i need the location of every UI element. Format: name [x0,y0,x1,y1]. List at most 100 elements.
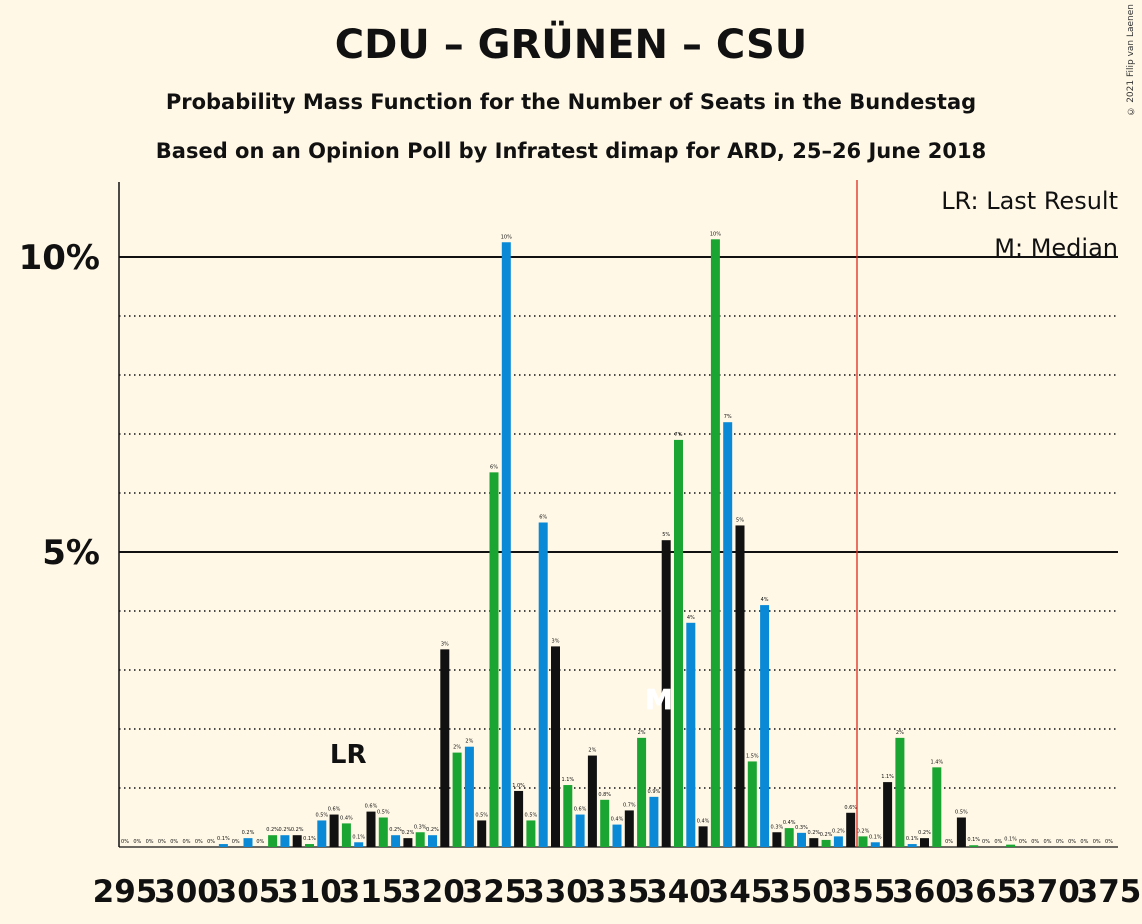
chart-source-subtitle: Based on an Opinion Poll by Infratest di… [155,139,987,163]
bar-label: 0% [1068,839,1076,845]
y-tick-label: 5% [42,533,100,573]
bar-label: 10% [710,231,721,237]
bar-seat-336 [624,810,634,847]
bar-seat-330 [551,646,560,847]
bar-label: 1.1% [561,777,574,783]
bar-label: 2% [588,748,596,754]
bar-seat-319 [415,832,425,847]
bar-label: 2% [453,745,461,751]
bar-label: 0% [207,839,215,845]
bar-seat-341 [686,622,696,847]
bar-seat-367 [1006,844,1016,847]
bar-seat-317 [391,835,401,847]
bar-seat-361 [932,767,942,847]
x-tick-label: 300 [154,874,219,910]
bar-seat-340 [674,439,683,847]
bar-seat-321 [440,649,450,847]
bar-seat-346 [747,761,757,847]
bar-seat-323 [464,746,474,847]
bar-seat-315 [366,811,376,847]
bar-seat-324 [477,820,487,847]
bar-seat-325 [489,472,499,847]
chart-subtitle: Probability Mass Function for the Number… [165,90,977,114]
bar-seat-307 [268,835,278,847]
bar-label: 0.1% [1004,837,1017,843]
bar-label: 0.2% [832,828,845,834]
y-tick-label: 10% [19,238,100,278]
legend-last-result: LR: Last Result [941,187,1118,215]
bar-label: 0.5% [315,812,328,818]
bar-label: 0% [158,839,166,845]
bar-seat-338 [649,796,659,847]
bar-seat-311 [317,820,327,847]
x-tick-label: 310 [277,874,342,910]
bar-seat-348 [772,832,782,847]
bar-seat-316 [378,817,388,847]
x-tick-label: 365 [954,874,1019,910]
bar-label: 0% [1105,839,1113,845]
bar-label: 0% [195,839,203,845]
bar-label: 0% [1080,839,1088,845]
bar-seat-335 [612,824,622,847]
bar-seat-326 [501,242,511,847]
chart-title: CDU – GRÜNEN – CSU [334,22,808,68]
x-tick-label: 340 [646,874,711,910]
bar-label: 0% [256,839,264,845]
x-tick-label: 360 [892,874,957,910]
bar-seat-303 [218,844,228,847]
bar-label: 1.0% [512,783,525,789]
bar-label: 6% [539,515,547,521]
bar-seat-305 [243,838,253,847]
bar-seat-358 [895,737,905,847]
bar-label: 0.5% [525,812,538,818]
bar-label: 0% [121,839,129,845]
bar-label: 0.3% [771,824,784,830]
bar-label: 0.2% [279,827,292,833]
bar-seat-318 [403,838,413,847]
bar-seat-342 [698,826,708,847]
bar-label: 0.6% [328,807,341,813]
bar-seat-322 [452,752,462,847]
bar-label: 0.2% [242,830,255,836]
bar-label: 0% [1019,839,1027,845]
bar-seat-356 [870,842,880,847]
bar-label: 0.2% [426,827,439,833]
bar-seat-328 [526,820,536,847]
bar-seat-344 [723,422,733,847]
bar-label: 0.1% [352,834,365,840]
bar-label: 0.1% [906,836,919,842]
bar-seat-357 [883,782,893,847]
bar-label: 0% [1093,839,1101,845]
bar-seat-351 [809,838,819,847]
bar-label: 0.1% [869,834,882,840]
bar-label: 0.8% [598,792,611,798]
x-tick-label: 315 [339,874,404,910]
bar-label: 10% [501,234,512,240]
bar-label: 5% [662,532,670,538]
bar-seat-331 [563,785,573,847]
bar-seat-352 [821,839,831,847]
bar-seat-313 [341,823,351,847]
bar-label: 4% [687,615,695,621]
bar-seat-320 [428,835,437,847]
bar-seat-347 [760,605,770,847]
x-tick-label: 335 [585,874,650,910]
x-tick-label: 295 [93,874,158,910]
bar-label: 0.2% [807,830,820,836]
bar-label: 0.2% [857,828,870,834]
bar-label: 0% [1031,839,1039,845]
bar-label: 0.6% [574,807,587,813]
bar-seat-339 [661,540,671,847]
bar-seat-312 [329,814,339,847]
bar-label: 0% [183,839,191,845]
bar-seat-363 [956,817,966,847]
bar-label: 0.2% [389,827,402,833]
bar-label: 0% [1044,839,1052,845]
bar-label: 3% [441,641,449,647]
bar-seat-310 [305,844,314,847]
bar-label: 0.5% [475,812,488,818]
bar-label: 0% [133,839,141,845]
bar-label: 0.2% [402,830,415,836]
bar-label: 0.1% [217,836,230,842]
bar-label: 0.9% [648,789,661,795]
